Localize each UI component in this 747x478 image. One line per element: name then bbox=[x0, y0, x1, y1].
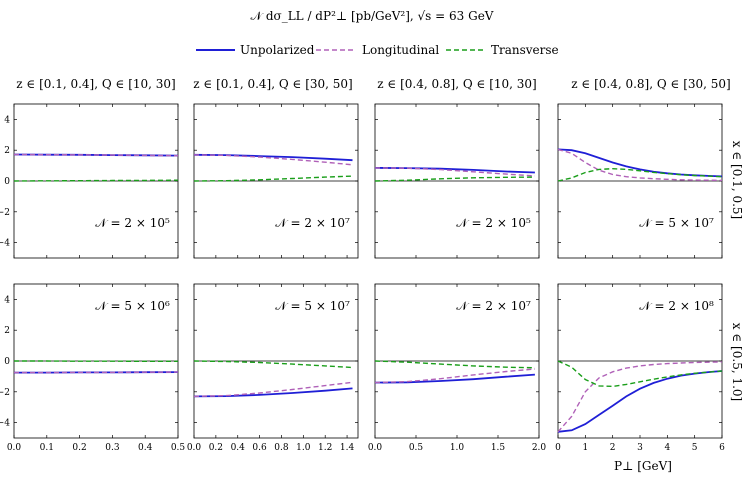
panels: −4 −2 0 2 4 𝒩 = 2 × 10⁵ 𝒩 = 2 × 10⁷ 𝒩 = 2 × 10⁵… bbox=[0, 103, 725, 453]
y-tick-label: −2 bbox=[0, 388, 10, 398]
series-longitudinal bbox=[557, 148, 723, 182]
normalization-label: 𝒩 = 2 × 10⁵ bbox=[95, 216, 170, 230]
series-longitudinal bbox=[374, 368, 535, 384]
panel-r2-c1: −4 −2 0 2 4 0.0 0.1 0.2 0.3 0.4 0.5 𝒩 = 5 × 10⁶ bbox=[0, 283, 186, 453]
x-tick-label: 0.0 bbox=[7, 443, 22, 453]
row-label-1: x ∈ [0.1, 0.5] bbox=[730, 141, 744, 219]
y-tick-label: −2 bbox=[0, 208, 10, 218]
column-title-2: z ∈ [0.1, 0.4], Q ∈ [30, 50] bbox=[193, 77, 353, 91]
x-tick-label: 0.4 bbox=[138, 443, 153, 453]
y-tick-label: 2 bbox=[4, 146, 10, 156]
x-tick-label: 1.0 bbox=[296, 443, 311, 453]
series-unpolarized bbox=[374, 167, 535, 174]
row-label-2: x ∈ [0.5, 1.0] bbox=[730, 323, 744, 401]
x-tick-label: 0.4 bbox=[231, 443, 246, 453]
panel-r1-c2: 𝒩 = 2 × 10⁷ bbox=[193, 103, 359, 259]
series-unpolarized bbox=[193, 387, 353, 398]
y-tick-label: 4 bbox=[4, 295, 10, 305]
column-title-1: z ∈ [0.1, 0.4], Q ∈ [10, 30] bbox=[16, 77, 176, 91]
normalization-label: 𝒩 = 5 × 10⁶ bbox=[95, 299, 170, 313]
normalization-label: 𝒩 = 2 × 10⁷ bbox=[456, 299, 531, 313]
y-tick-label: 2 bbox=[4, 326, 10, 336]
normalization-label: 𝒩 = 5 × 10⁷ bbox=[275, 299, 350, 313]
x-tick-label: 0.8 bbox=[274, 443, 289, 453]
y-tick-label: −4 bbox=[0, 239, 10, 249]
x-tick-label: 0.2 bbox=[72, 443, 86, 453]
x-tick-label: 0 bbox=[555, 443, 561, 453]
panel-r1-c3: 𝒩 = 2 × 10⁵ bbox=[374, 103, 540, 259]
y-tick-label: −4 bbox=[0, 419, 10, 429]
series-longitudinal bbox=[193, 154, 353, 166]
series-longitudinal bbox=[14, 371, 179, 374]
x-tick-label: 1 bbox=[582, 443, 588, 453]
x-tick-label: 1.5 bbox=[491, 443, 506, 453]
panel-r2-c4: 0 1 2 3 4 5 6 𝒩 = 2 × 10⁸ bbox=[555, 283, 725, 453]
legend-label-unpolarized: Unpolarized bbox=[240, 43, 315, 57]
x-tick-label: 0.1 bbox=[40, 443, 54, 453]
series-transverse bbox=[13, 179, 179, 182]
figure-title: 𝒩 dσ_LL / dP²⊥ [pb/GeV²], √s = 63 GeV bbox=[251, 9, 494, 23]
series-transverse bbox=[557, 167, 723, 182]
x-tick-label: 0.2 bbox=[209, 443, 223, 453]
x-tick-label: 1.4 bbox=[340, 443, 355, 453]
normalization-label: 𝒩 = 2 × 10⁷ bbox=[275, 216, 350, 230]
series-transverse bbox=[193, 175, 353, 182]
normalization-label: 𝒩 = 2 × 10⁵ bbox=[456, 216, 531, 230]
x-tick-label: 5 bbox=[692, 443, 698, 453]
x-tick-label: 4 bbox=[664, 443, 670, 453]
y-tick-label: 4 bbox=[4, 115, 10, 125]
x-tick-label: 2 bbox=[610, 443, 616, 453]
x-axis-label: P⊥ [GeV] bbox=[614, 459, 672, 473]
x-tick-label: 0.0 bbox=[187, 443, 202, 453]
x-tick-label: 0.5 bbox=[409, 443, 424, 453]
series-longitudinal bbox=[193, 381, 353, 398]
series-transverse bbox=[374, 176, 535, 182]
x-tick-label: 0.0 bbox=[368, 443, 383, 453]
series-transverse bbox=[193, 360, 353, 369]
x-tick-label: 2.0 bbox=[532, 443, 547, 453]
panel-r1-c4: 𝒩 = 5 × 10⁷ bbox=[557, 103, 723, 259]
x-tick-label: 3 bbox=[637, 443, 643, 453]
series-transverse bbox=[374, 360, 535, 369]
panel-r2-c3: 0.0 0.5 1.0 1.5 2.0 𝒩 = 2 × 10⁷ bbox=[368, 283, 547, 453]
normalization-label: 𝒩 = 5 × 10⁷ bbox=[639, 216, 714, 230]
panel-r2-c2: 0.0 0.2 0.4 0.6 0.8 1.0 1.2 1.4 𝒩 = 5 × 10⁷ bbox=[187, 283, 359, 453]
series-unpolarized bbox=[557, 148, 723, 178]
series-longitudinal bbox=[374, 167, 535, 177]
y-tick-label: 0 bbox=[4, 177, 10, 187]
series-longitudinal bbox=[13, 153, 179, 157]
legend-label-longitudinal: Longitudinal bbox=[362, 43, 439, 57]
series-transverse bbox=[557, 360, 723, 388]
panel-r1-c1: −4 −2 0 2 4 𝒩 = 2 × 10⁵ bbox=[0, 103, 179, 259]
x-tick-label: 1.2 bbox=[318, 443, 332, 453]
y-tick-label: 0 bbox=[4, 357, 10, 367]
x-tick-label: 6 bbox=[719, 443, 725, 453]
x-tick-label: 0.5 bbox=[171, 443, 186, 453]
series-unpolarized bbox=[557, 370, 723, 433]
x-tick-label: 1.0 bbox=[450, 443, 465, 453]
normalization-label: 𝒩 = 2 × 10⁸ bbox=[639, 299, 714, 313]
series-longitudinal bbox=[557, 361, 723, 433]
column-title-3: z ∈ [0.4, 0.8], Q ∈ [10, 30] bbox=[377, 77, 537, 91]
legend-label-transverse: Transverse bbox=[491, 43, 559, 57]
x-tick-label: 0.6 bbox=[252, 443, 267, 453]
legend: Unpolarized Longitudinal Transverse bbox=[196, 43, 559, 57]
column-title-4: z ∈ [0.4, 0.8], Q ∈ [30, 50] bbox=[571, 77, 731, 91]
x-tick-label: 0.3 bbox=[105, 443, 120, 453]
series-unpolarized bbox=[193, 153, 353, 162]
